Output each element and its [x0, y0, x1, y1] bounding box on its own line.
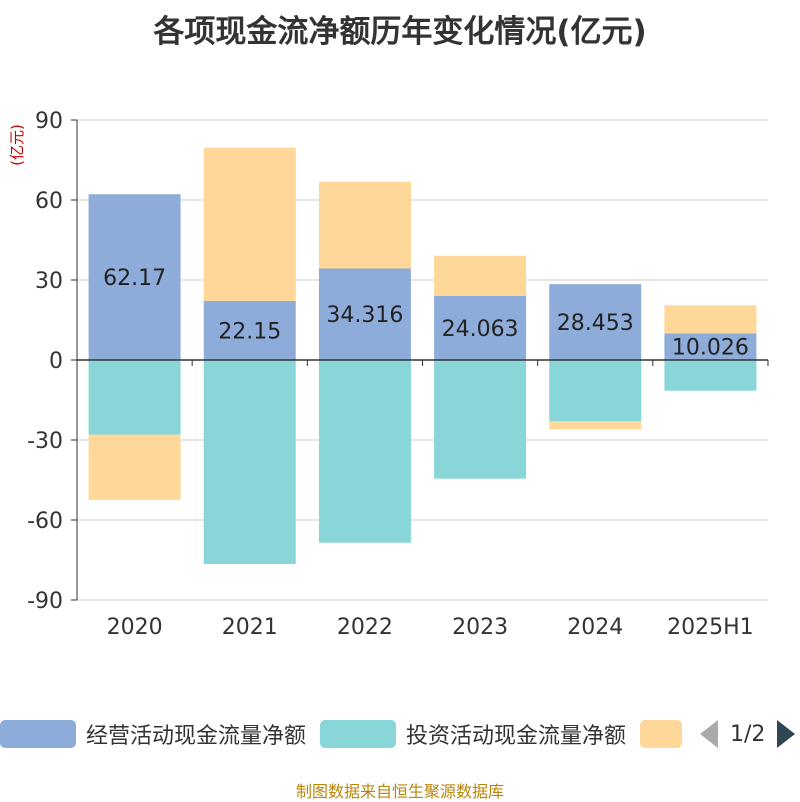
legend-pager: 1/2: [700, 714, 796, 754]
y-tick-label: 30: [35, 269, 63, 294]
data-label: 34.316: [326, 303, 403, 328]
data-label: 24.063: [442, 317, 519, 342]
legend-label-operating: 经营活动现金流量净额: [86, 724, 307, 749]
data-label: 22.15: [218, 319, 281, 344]
bar-investing-2021: [203, 360, 296, 564]
bar-financing-2020: [88, 434, 181, 500]
legend-item-financing[interactable]: [640, 714, 682, 754]
chart-title: 各项现金流净额历年变化情况(亿元): [153, 14, 647, 50]
legend-label-investing: 投资活动现金流量净额: [406, 724, 627, 749]
legend-item-operating[interactable]: 经营活动现金流量净额: [0, 714, 306, 754]
x-tick-label: 2023: [452, 615, 508, 640]
x-tick-label: 2024: [567, 615, 623, 640]
bar-investing-2024: [549, 360, 642, 422]
legend-item-investing[interactable]: 投资活动现金流量净额: [320, 714, 626, 754]
source-note: 制图数据来自恒生聚源数据库: [295, 782, 504, 801]
bar-financing-2021: [203, 147, 296, 301]
bar-investing-2020: [88, 360, 181, 435]
bar-operating-2021: [203, 300, 296, 360]
legend: 经营活动现金流量净额 投资活动现金流量净额 1/2: [0, 714, 800, 754]
bar-operating-2023: [434, 295, 527, 360]
pager-text: 1/2: [730, 721, 766, 747]
y-tick-label: -30: [27, 429, 63, 454]
y-tick-label: -60: [27, 509, 63, 534]
bar-investing-2025H1: [664, 360, 757, 391]
data-label: 28.453: [557, 311, 634, 336]
x-tick-label: 2022: [337, 615, 393, 640]
bar-financing-2024: [549, 421, 642, 430]
y-tick-label: 60: [35, 189, 63, 214]
bar-investing-2023: [434, 360, 527, 479]
x-tick-label: 2021: [222, 615, 278, 640]
bar-chart: 90 60 30 0 -30 -60 -90 (亿元) 62.17 22.15 34.316 24.0…: [8, 109, 769, 640]
y-tick-label: -90: [27, 589, 63, 614]
y-axis-label: (亿元): [8, 124, 26, 166]
bar-financing-2025H1: [664, 305, 757, 334]
x-tick-label: 2025H1: [667, 615, 754, 640]
y-tick-label: 0: [49, 349, 63, 374]
y-tick-label: 90: [35, 109, 63, 134]
x-tick-label: 2020: [107, 615, 163, 640]
bar-operating-2025H1: [664, 333, 757, 360]
bar-financing-2022: [318, 181, 411, 269]
data-label: 10.026: [672, 336, 749, 361]
legend-swatch-financing: [640, 720, 682, 748]
bar-operating-2024: [549, 284, 642, 360]
bar-operating-2020: [88, 194, 181, 360]
data-label: 62.17: [103, 266, 166, 291]
bar-financing-2023: [434, 255, 527, 296]
pager-prev-icon[interactable]: [700, 720, 718, 748]
bar-investing-2022: [318, 360, 411, 543]
bar-operating-2022: [318, 268, 411, 360]
legend-swatch-investing: [320, 720, 396, 748]
legend-swatch-operating: [0, 720, 76, 748]
pager-next-icon[interactable]: [777, 720, 796, 748]
